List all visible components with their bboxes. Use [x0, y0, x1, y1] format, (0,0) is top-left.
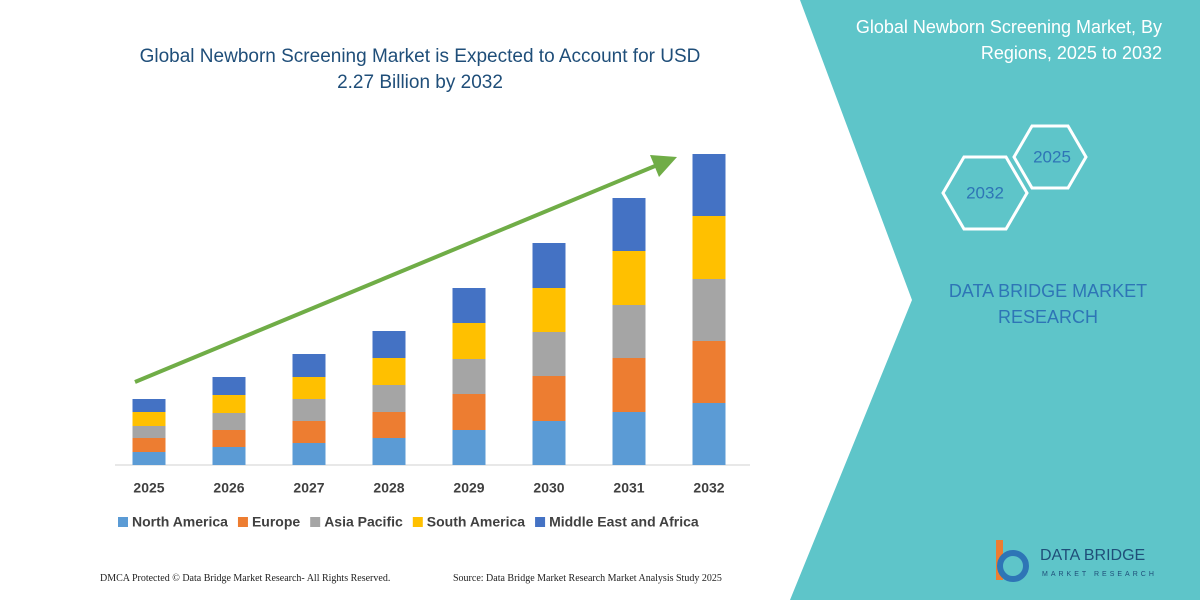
bar-segment	[212, 430, 246, 447]
bar-segment	[452, 394, 486, 430]
bar-segment	[212, 413, 246, 430]
bar-segment	[692, 216, 726, 279]
logo: DATA BRIDGE MARKET RESEARCH	[996, 540, 1157, 582]
bar-segment	[292, 399, 326, 421]
legend-label: Middle East and Africa	[549, 514, 699, 530]
legend-swatch	[412, 517, 423, 527]
bar-segment	[692, 154, 726, 216]
bar-segment	[292, 354, 326, 377]
bar-segment	[212, 377, 246, 395]
footer-right: Source: Data Bridge Market Research Mark…	[453, 573, 722, 584]
x-tick-label: 2027	[293, 480, 324, 496]
bar-segment	[212, 447, 246, 465]
legend-label: North America	[132, 514, 228, 530]
bar-segment	[612, 198, 646, 251]
bar-segment	[612, 305, 646, 358]
legend-label: South America	[427, 514, 525, 530]
bar-segment	[452, 359, 486, 394]
bar-segment	[532, 332, 566, 376]
x-tick-label: 2031	[613, 480, 644, 496]
bar-segment	[532, 421, 566, 465]
x-tick-label: 2029	[453, 480, 484, 496]
bar-segment	[692, 279, 726, 341]
legend-label: Europe	[252, 514, 300, 530]
bar-segment	[132, 412, 166, 426]
bar-segment	[292, 421, 326, 443]
hexagon	[941, 155, 1029, 231]
bar-segment	[372, 358, 406, 385]
bar-segment	[372, 412, 406, 438]
trend-arrow	[134, 164, 656, 384]
hexagon-label: 2025	[1033, 147, 1071, 166]
bar-segment	[132, 452, 166, 465]
hexagon-label: 2032	[966, 183, 1004, 202]
legend-swatch	[535, 517, 546, 527]
legend-label: Asia Pacific	[324, 514, 403, 530]
footer-left: DMCA Protected © Data Bridge Market Rese…	[100, 573, 391, 584]
bar-segment	[372, 385, 406, 412]
legend-swatch	[118, 517, 128, 527]
legend-swatch	[310, 517, 321, 527]
bar-segment	[612, 412, 646, 465]
bar-segment	[612, 358, 646, 412]
x-tick-label: 2026	[213, 480, 244, 496]
panel-title: Global Newborn Screening Market, By Regi…	[855, 17, 1162, 63]
bar-segment	[292, 377, 326, 399]
bar-segment	[132, 399, 166, 412]
x-tick-label: 2025	[133, 480, 164, 496]
x-tick-label: 2032	[693, 480, 724, 496]
bar-segment	[532, 243, 566, 288]
logo-name: DATA BRIDGE	[1040, 547, 1145, 564]
bar-segment	[212, 395, 246, 413]
side-panel-bg	[790, 0, 1200, 600]
bar-segment	[612, 251, 646, 305]
x-tick-label: 2030	[533, 480, 564, 496]
brand-text: DATA BRIDGE MARKET RESEARCH	[948, 281, 1148, 327]
bar-segment	[532, 288, 566, 332]
bar-segment	[692, 403, 726, 465]
x-tick-label: 2028	[373, 480, 404, 496]
bar-segment	[532, 376, 566, 421]
bar-segment	[372, 331, 406, 358]
bar-segment	[452, 288, 486, 323]
trend-arrowhead	[650, 155, 677, 177]
logo-mark	[997, 550, 1029, 582]
bar-segment	[452, 323, 486, 359]
bar-segment	[132, 426, 166, 438]
bar-segment	[132, 438, 166, 452]
legend-swatch	[237, 517, 248, 527]
logo-tagline: MARKET RESEARCH	[1042, 571, 1157, 578]
hexagon	[1012, 124, 1088, 190]
chart-title: Global Newborn Screening Market is Expec…	[139, 46, 701, 93]
bar-segment	[452, 430, 486, 465]
bar-segment	[292, 443, 326, 465]
bar-segment	[372, 438, 406, 465]
bar-segment	[692, 341, 726, 403]
